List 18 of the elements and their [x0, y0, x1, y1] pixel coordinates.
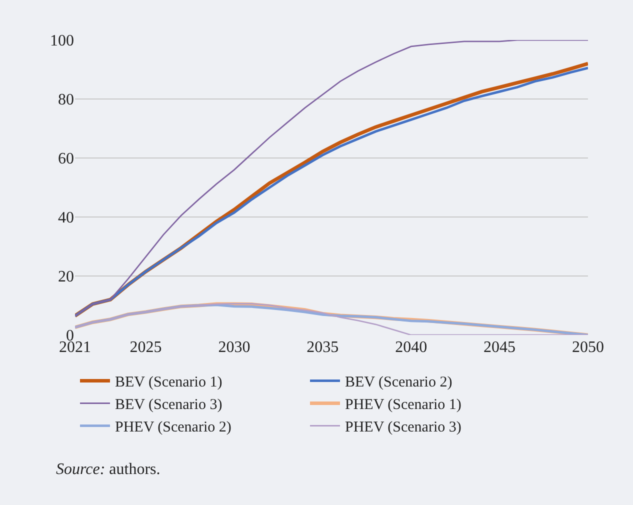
- y-tick-label: 80: [58, 92, 74, 109]
- x-tick-label: 2040: [395, 339, 428, 356]
- legend-label: PHEV (Scenario 1): [345, 397, 462, 414]
- legend-label: BEV (Scenario 2): [345, 374, 452, 391]
- y-tick-label: 60: [58, 150, 74, 168]
- x-tick-label: 2045: [484, 339, 516, 356]
- x-tick-label: 2035: [306, 339, 339, 356]
- legend-label: BEV (Scenario 1): [115, 374, 222, 391]
- x-tick-label: 2025: [130, 339, 162, 356]
- legend-label: BEV (Scenario 3): [115, 397, 222, 414]
- legend-label: PHEV (Scenario 2): [115, 420, 232, 436]
- y-tick-label: 20: [58, 268, 74, 286]
- x-tick-label: 2050: [572, 339, 604, 356]
- source-note: Source: authors.: [56, 461, 160, 478]
- y-tick-label: 100: [50, 32, 74, 50]
- legend-label: PHEV (Scenario 3): [345, 420, 462, 436]
- y-tick-label: 40: [58, 210, 74, 227]
- x-tick-label: 2030: [218, 339, 250, 356]
